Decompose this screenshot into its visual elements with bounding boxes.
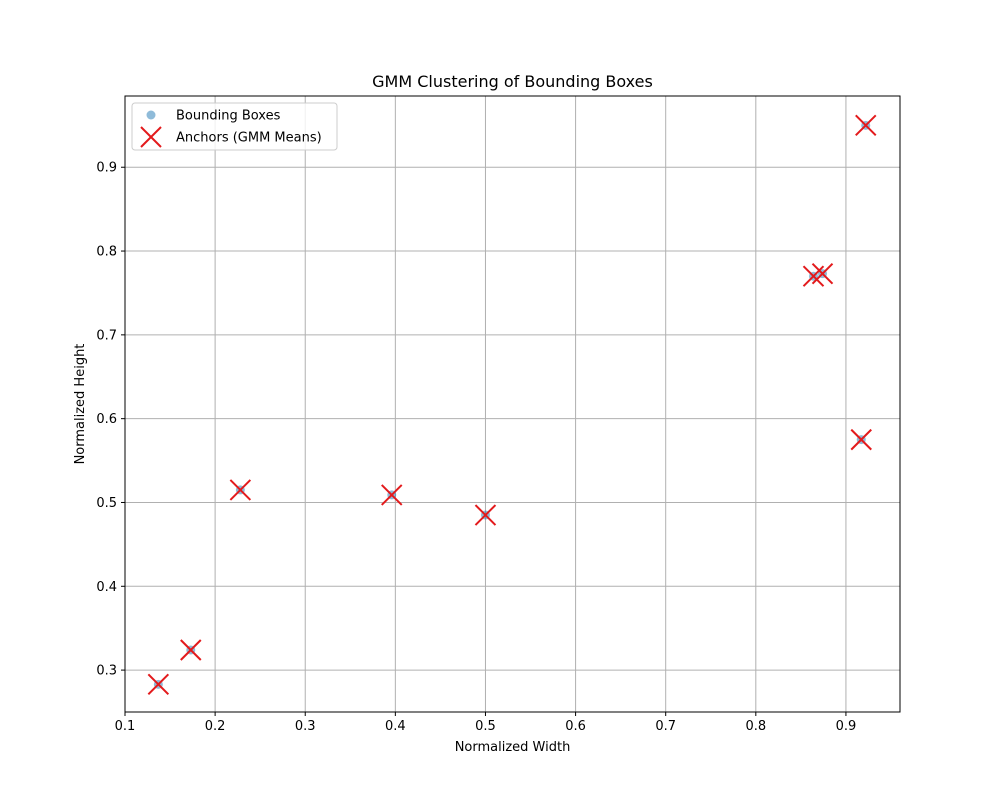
anchor-point <box>802 265 825 287</box>
y-axis-label: Normalized Height <box>73 344 88 465</box>
y-tick-label: 0.6 <box>96 412 117 427</box>
legend-box <box>131 102 338 151</box>
chart-title: GMM Clustering of Bounding Boxes <box>372 72 653 91</box>
legend-bounding-box-marker <box>146 110 156 120</box>
y-tick-label: 0.7 <box>96 328 117 343</box>
x-tick-label: 0.7 <box>655 719 676 734</box>
legend-anchor-marker <box>140 126 162 148</box>
y-tick-label: 0.3 <box>96 664 117 679</box>
anchor-point <box>180 639 202 661</box>
anchor-point <box>811 262 834 285</box>
series-1 <box>147 114 877 696</box>
anchor-point <box>474 504 497 526</box>
y-tick-label: 0.4 <box>96 580 117 595</box>
x-axis-label: Normalized Width <box>455 740 571 755</box>
x-tick-label: 0.4 <box>385 719 406 734</box>
anchor-point <box>381 484 403 506</box>
legend-label: Bounding Boxes <box>176 109 281 124</box>
legend: Bounding Boxes Anchors (GMM Means) <box>131 102 338 151</box>
grid <box>124 96 900 712</box>
x-tick-label: 0.1 <box>115 719 136 734</box>
x-tick-label: 0.5 <box>475 719 496 734</box>
x-tick-label: 0.8 <box>745 719 766 734</box>
x-tick-label: 0.2 <box>205 719 226 734</box>
axis-ticks: 0.1 0.2 0.3 0.4 0.5 0.6 0.7 0.8 0.9 0.3 0.4 0.5 0.6 0… <box>96 161 856 734</box>
x-tick-label: 0.6 <box>565 719 586 734</box>
x-tick-label: 0.3 <box>295 719 316 734</box>
anchor-point <box>855 114 877 137</box>
anchor-point <box>850 428 872 451</box>
anchor-point <box>147 673 170 696</box>
x-tick-label: 0.9 <box>836 719 857 734</box>
anchor-point <box>229 479 252 501</box>
y-tick-label: 0.9 <box>96 161 117 176</box>
y-tick-label: 0.5 <box>96 496 117 511</box>
plot-frame <box>124 95 901 713</box>
legend-label: Anchors (GMM Means) <box>176 131 322 146</box>
y-tick-label: 0.8 <box>96 245 117 260</box>
data-series <box>147 114 877 696</box>
